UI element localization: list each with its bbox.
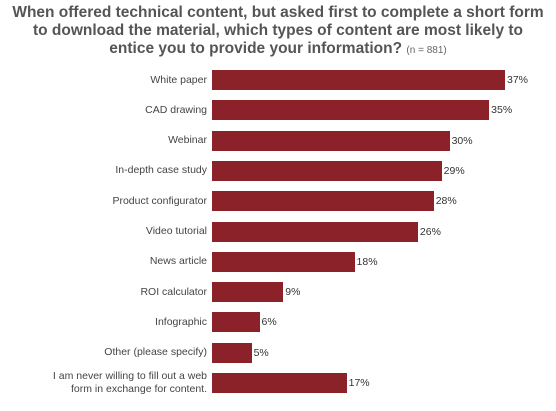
bar bbox=[212, 282, 284, 303]
category-label: I am never willing to fill out a web for… bbox=[52, 370, 207, 395]
category-label: White paper bbox=[150, 73, 207, 86]
value-label: 28% bbox=[435, 195, 457, 208]
category-label: CAD drawing bbox=[145, 103, 207, 116]
value-label: 37% bbox=[507, 74, 529, 86]
bar bbox=[212, 251, 355, 272]
category-label: Product configurator bbox=[112, 194, 207, 207]
category-label: Other (please specify) bbox=[104, 346, 207, 359]
category-label: In-depth case study bbox=[115, 164, 207, 177]
value-label: 17% bbox=[348, 377, 370, 389]
value-label: 9% bbox=[285, 286, 301, 299]
bar bbox=[212, 373, 347, 393]
value-label: 26% bbox=[419, 225, 441, 238]
category-label: News article bbox=[149, 255, 207, 268]
value-label: 35% bbox=[491, 104, 513, 117]
bar bbox=[212, 221, 418, 242]
value-label: 18% bbox=[356, 255, 378, 268]
bar bbox=[212, 70, 505, 90]
chart-title: When offered technical content, but aske… bbox=[12, 4, 544, 57]
value-label: 6% bbox=[261, 316, 277, 329]
bar bbox=[212, 100, 490, 121]
bar bbox=[212, 312, 260, 333]
title-block: When offered technical content, but aske… bbox=[10, 4, 546, 60]
bar bbox=[212, 160, 442, 181]
category-label: Video tutorial bbox=[145, 225, 207, 237]
bar bbox=[212, 191, 434, 212]
value-label: 29% bbox=[443, 164, 465, 177]
bar bbox=[212, 342, 252, 363]
chart-subtitle: (n = 881) bbox=[406, 45, 447, 56]
value-label: 30% bbox=[451, 134, 473, 147]
bar bbox=[212, 130, 450, 151]
value-label: 5% bbox=[253, 346, 269, 359]
category-label: Infographic bbox=[155, 315, 207, 328]
category-label: Webinar bbox=[168, 134, 207, 147]
category-label: ROI calculator bbox=[140, 285, 207, 298]
